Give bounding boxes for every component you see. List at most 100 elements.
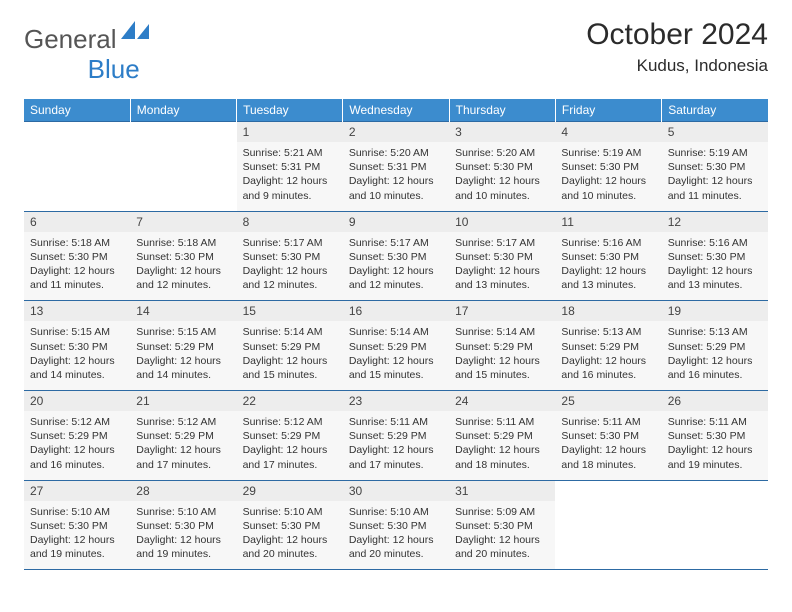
blank-cell	[130, 142, 236, 211]
daylight-line2: and 11 minutes.	[30, 278, 124, 292]
sunrise-line: Sunrise: 5:13 AM	[668, 325, 762, 339]
date-details: Sunrise: 5:10 AMSunset: 5:30 PMDaylight:…	[343, 501, 449, 570]
daylight-line1: Daylight: 12 hours	[349, 174, 443, 188]
sunrise-line: Sunrise: 5:20 AM	[349, 146, 443, 160]
date-details: Sunrise: 5:19 AMSunset: 5:30 PMDaylight:…	[555, 142, 661, 211]
day-header: Friday	[555, 99, 661, 122]
date-number: 12	[662, 211, 768, 232]
sunset-line: Sunset: 5:30 PM	[455, 250, 549, 264]
daylight-line1: Daylight: 12 hours	[455, 443, 549, 457]
date-details: Sunrise: 5:10 AMSunset: 5:30 PMDaylight:…	[130, 501, 236, 570]
sunrise-line: Sunrise: 5:11 AM	[668, 415, 762, 429]
sunset-line: Sunset: 5:30 PM	[136, 250, 230, 264]
date-number: 5	[662, 122, 768, 143]
day-header: Tuesday	[237, 99, 343, 122]
blank-cell	[555, 501, 661, 570]
daylight-line2: and 13 minutes.	[561, 278, 655, 292]
sunset-line: Sunset: 5:29 PM	[668, 340, 762, 354]
sunset-line: Sunset: 5:30 PM	[136, 519, 230, 533]
daylight-line2: and 17 minutes.	[136, 458, 230, 472]
sunrise-line: Sunrise: 5:15 AM	[30, 325, 124, 339]
sunset-line: Sunset: 5:30 PM	[668, 429, 762, 443]
location-label: Kudus, Indonesia	[586, 56, 768, 76]
daylight-line2: and 17 minutes.	[243, 458, 337, 472]
blank-cell	[130, 122, 236, 143]
sunset-line: Sunset: 5:30 PM	[561, 160, 655, 174]
daylight-line2: and 20 minutes.	[243, 547, 337, 561]
sunrise-line: Sunrise: 5:10 AM	[136, 505, 230, 519]
date-details: Sunrise: 5:14 AMSunset: 5:29 PMDaylight:…	[343, 321, 449, 390]
date-details: Sunrise: 5:12 AMSunset: 5:29 PMDaylight:…	[24, 411, 130, 480]
date-details: Sunrise: 5:15 AMSunset: 5:30 PMDaylight:…	[24, 321, 130, 390]
date-details: Sunrise: 5:18 AMSunset: 5:30 PMDaylight:…	[24, 232, 130, 301]
calendar-table: SundayMondayTuesdayWednesdayThursdayFrid…	[24, 99, 768, 570]
date-number: 1	[237, 122, 343, 143]
daylight-line2: and 18 minutes.	[455, 458, 549, 472]
date-details: Sunrise: 5:09 AMSunset: 5:30 PMDaylight:…	[449, 501, 555, 570]
bottom-rule	[24, 570, 768, 571]
date-body-row: Sunrise: 5:15 AMSunset: 5:30 PMDaylight:…	[24, 321, 768, 390]
daylight-line1: Daylight: 12 hours	[561, 174, 655, 188]
sunset-line: Sunset: 5:29 PM	[243, 340, 337, 354]
blank-cell	[24, 122, 130, 143]
sunset-line: Sunset: 5:30 PM	[455, 160, 549, 174]
sunset-line: Sunset: 5:29 PM	[455, 429, 549, 443]
daylight-line2: and 15 minutes.	[455, 368, 549, 382]
date-details: Sunrise: 5:14 AMSunset: 5:29 PMDaylight:…	[237, 321, 343, 390]
date-body-row: Sunrise: 5:12 AMSunset: 5:29 PMDaylight:…	[24, 411, 768, 480]
day-header-row: SundayMondayTuesdayWednesdayThursdayFrid…	[24, 99, 768, 122]
date-details: Sunrise: 5:11 AMSunset: 5:29 PMDaylight:…	[449, 411, 555, 480]
daylight-line1: Daylight: 12 hours	[349, 354, 443, 368]
sunrise-line: Sunrise: 5:14 AM	[455, 325, 549, 339]
sail-icon	[121, 17, 149, 48]
date-details: Sunrise: 5:11 AMSunset: 5:30 PMDaylight:…	[555, 411, 661, 480]
daylight-line1: Daylight: 12 hours	[243, 533, 337, 547]
sunrise-line: Sunrise: 5:14 AM	[243, 325, 337, 339]
sunrise-line: Sunrise: 5:14 AM	[349, 325, 443, 339]
sunrise-line: Sunrise: 5:10 AM	[349, 505, 443, 519]
date-details: Sunrise: 5:20 AMSunset: 5:31 PMDaylight:…	[343, 142, 449, 211]
date-number-row: 6789101112	[24, 211, 768, 232]
date-details: Sunrise: 5:17 AMSunset: 5:30 PMDaylight:…	[343, 232, 449, 301]
sunset-line: Sunset: 5:29 PM	[561, 340, 655, 354]
day-header: Saturday	[662, 99, 768, 122]
daylight-line2: and 10 minutes.	[349, 189, 443, 203]
daylight-line1: Daylight: 12 hours	[243, 264, 337, 278]
month-title: October 2024	[586, 18, 768, 52]
sunset-line: Sunset: 5:30 PM	[561, 429, 655, 443]
day-header: Sunday	[24, 99, 130, 122]
date-number: 4	[555, 122, 661, 143]
daylight-line2: and 16 minutes.	[668, 368, 762, 382]
date-number-row: 12345	[24, 122, 768, 143]
daylight-line2: and 11 minutes.	[668, 189, 762, 203]
daylight-line2: and 16 minutes.	[561, 368, 655, 382]
daylight-line1: Daylight: 12 hours	[561, 354, 655, 368]
date-number: 9	[343, 211, 449, 232]
daylight-line2: and 19 minutes.	[30, 547, 124, 561]
daylight-line1: Daylight: 12 hours	[349, 443, 443, 457]
blank-cell	[662, 501, 768, 570]
daylight-line1: Daylight: 12 hours	[561, 443, 655, 457]
daylight-line2: and 14 minutes.	[136, 368, 230, 382]
daylight-line1: Daylight: 12 hours	[30, 443, 124, 457]
sunset-line: Sunset: 5:30 PM	[30, 250, 124, 264]
sunset-line: Sunset: 5:29 PM	[30, 429, 124, 443]
sunrise-line: Sunrise: 5:11 AM	[455, 415, 549, 429]
daylight-line1: Daylight: 12 hours	[455, 264, 549, 278]
daylight-line2: and 10 minutes.	[561, 189, 655, 203]
day-header: Thursday	[449, 99, 555, 122]
sunrise-line: Sunrise: 5:10 AM	[243, 505, 337, 519]
date-number: 29	[237, 480, 343, 501]
daylight-line2: and 10 minutes.	[455, 189, 549, 203]
date-details: Sunrise: 5:11 AMSunset: 5:30 PMDaylight:…	[662, 411, 768, 480]
date-number: 30	[343, 480, 449, 501]
date-body-row: Sunrise: 5:10 AMSunset: 5:30 PMDaylight:…	[24, 501, 768, 570]
daylight-line1: Daylight: 12 hours	[243, 354, 337, 368]
date-details: Sunrise: 5:13 AMSunset: 5:29 PMDaylight:…	[555, 321, 661, 390]
blank-cell	[24, 142, 130, 211]
daylight-line1: Daylight: 12 hours	[136, 264, 230, 278]
daylight-line1: Daylight: 12 hours	[668, 354, 762, 368]
date-number: 14	[130, 301, 236, 322]
daylight-line2: and 19 minutes.	[668, 458, 762, 472]
date-number-row: 13141516171819	[24, 301, 768, 322]
